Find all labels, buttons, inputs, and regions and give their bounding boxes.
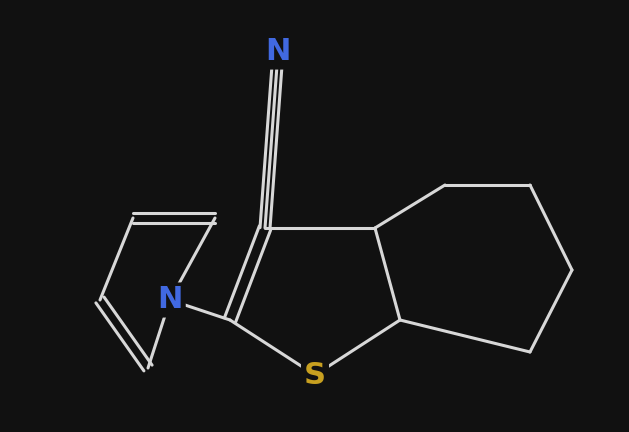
Text: S: S [304,360,326,390]
Text: N: N [265,38,291,67]
Text: N: N [157,286,182,314]
